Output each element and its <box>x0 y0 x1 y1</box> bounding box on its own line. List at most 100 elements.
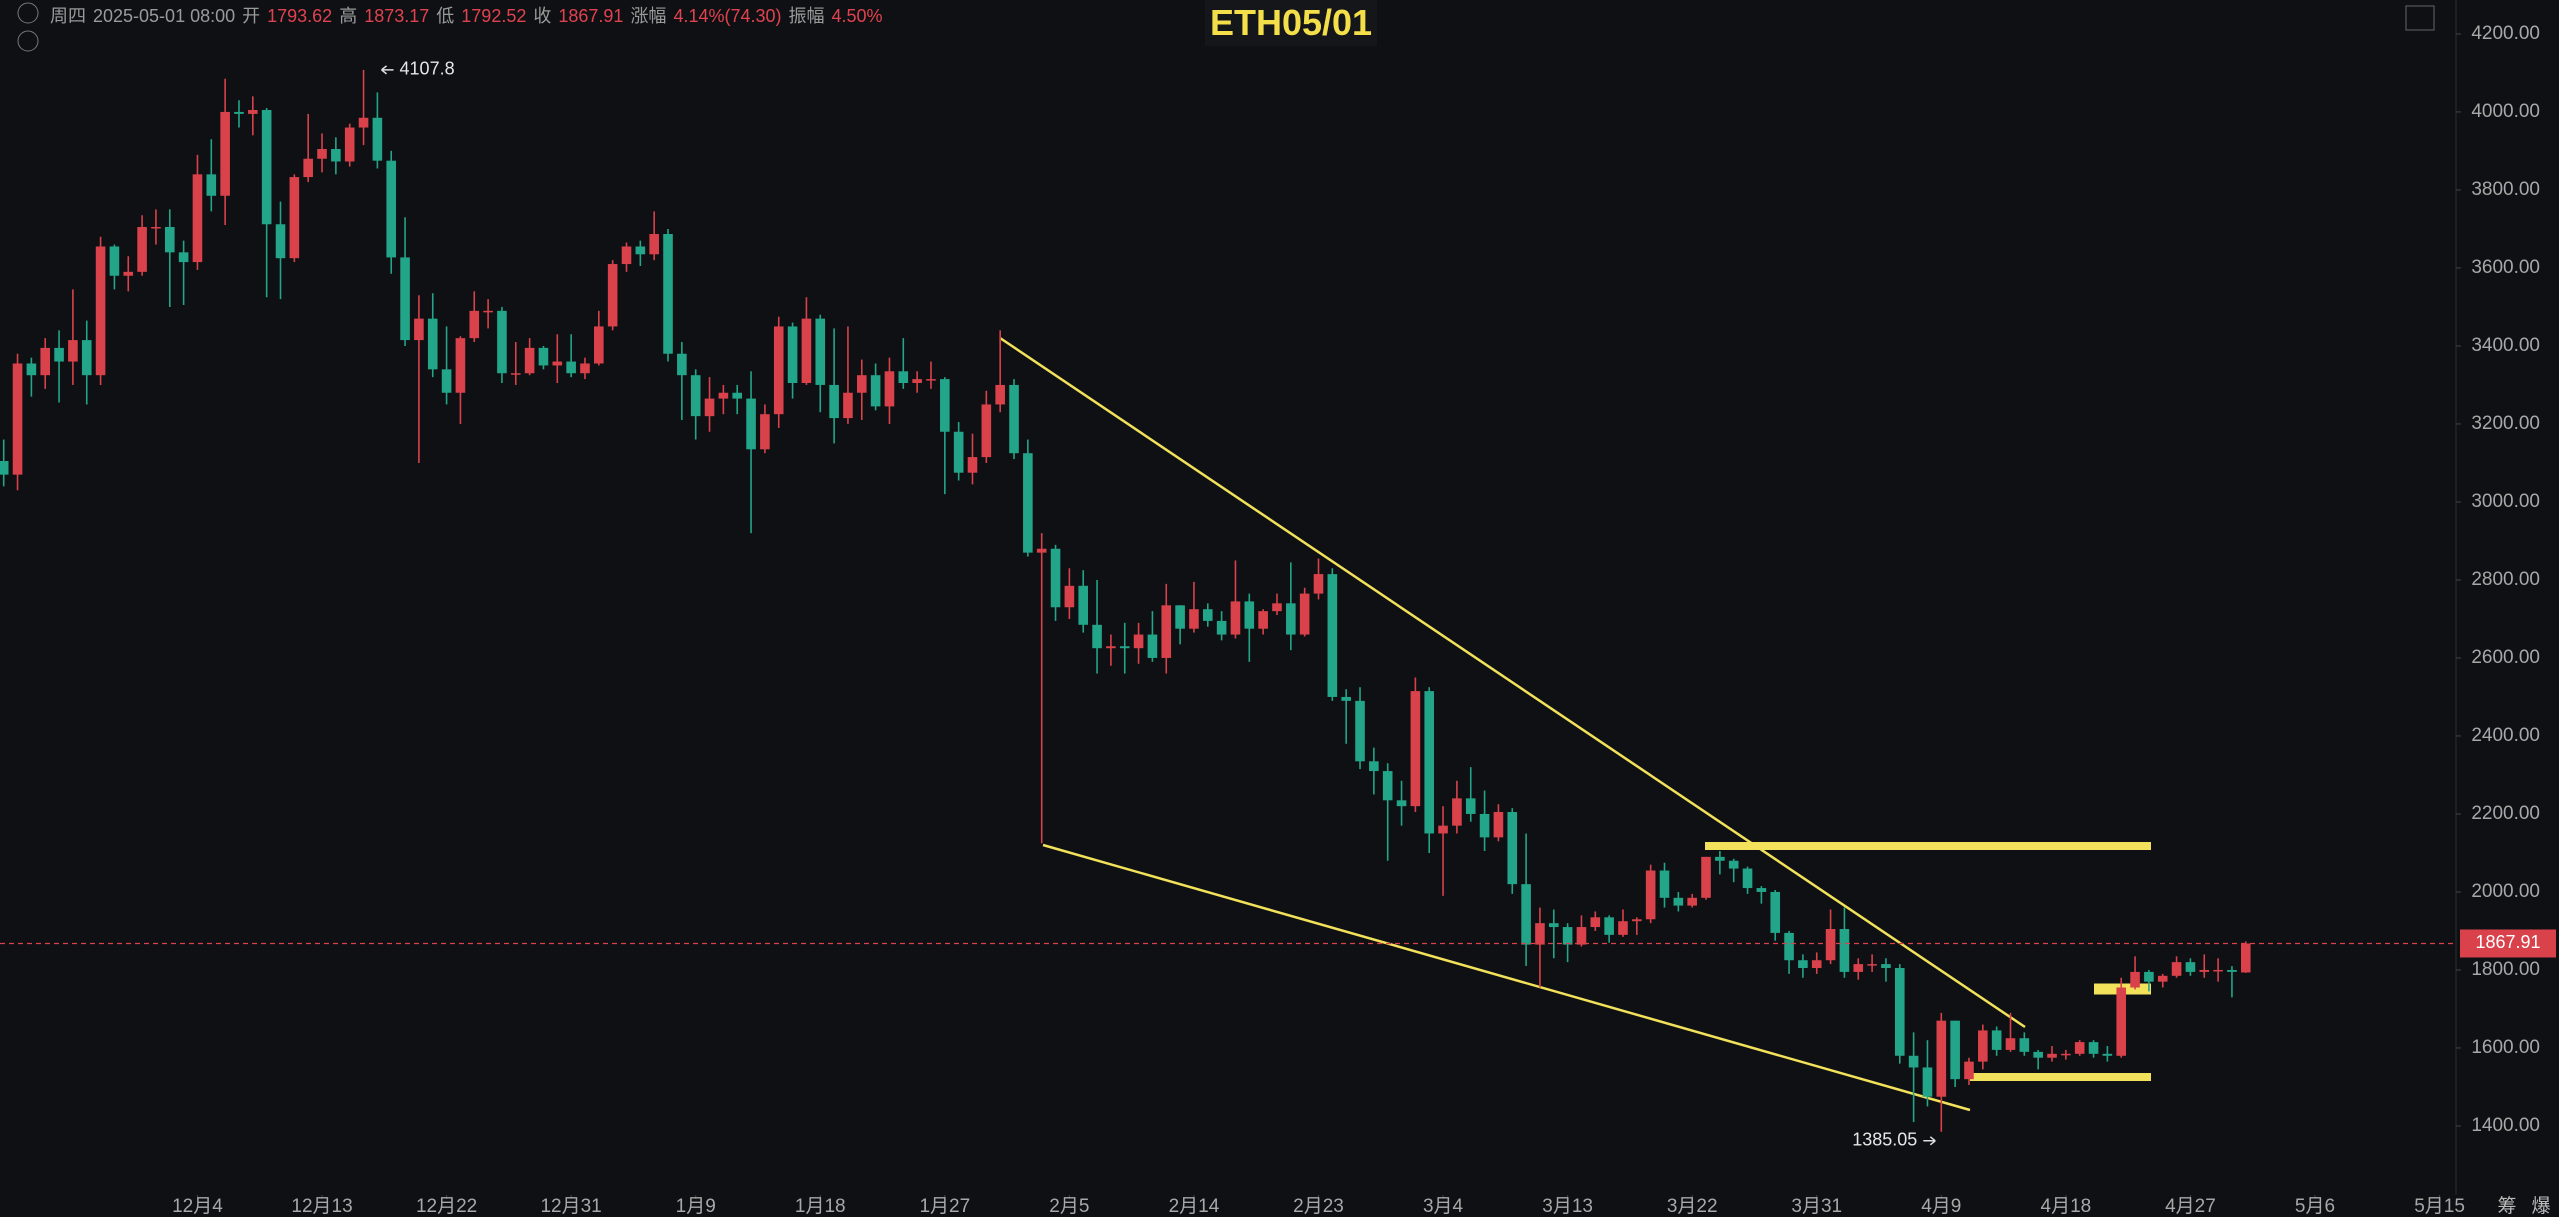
candle-body <box>12 363 23 475</box>
candle-body <box>1770 891 1781 933</box>
candle-body <box>427 318 438 370</box>
candle-body <box>1922 1067 1933 1097</box>
x-tick-label: 2月14 <box>1169 1196 1220 1217</box>
candle-body <box>1355 700 1365 762</box>
candle-body <box>940 379 950 432</box>
candle-body <box>123 271 134 276</box>
change-value: 4.14%(74.30) <box>673 6 782 26</box>
candle-body <box>760 414 770 450</box>
candle-body <box>1673 897 1684 906</box>
label: 开 <box>242 6 261 26</box>
candle-body <box>677 353 687 376</box>
x-tick-label: 4月9 <box>1921 1196 1961 1217</box>
candle-body <box>1009 384 1019 454</box>
collapse-icon[interactable] <box>17 2 39 24</box>
candle-body <box>1424 691 1435 834</box>
candle-body <box>1867 964 1877 966</box>
label: 振幅 <box>788 6 825 26</box>
candle-body <box>1521 884 1531 945</box>
candle-body <box>926 379 936 381</box>
label: 涨幅 <box>630 6 667 26</box>
y-tick-label: 4200.00 <box>2471 23 2540 44</box>
candle-body <box>303 158 313 178</box>
label: 收 <box>533 6 552 26</box>
x-tick-label: 1月27 <box>919 1196 970 1217</box>
candle-body <box>2019 1038 2030 1052</box>
screen-icon[interactable] <box>2405 5 2435 31</box>
candle-body <box>510 373 521 375</box>
settings-icon[interactable] <box>17 30 39 52</box>
candle-body <box>1535 923 1545 945</box>
candle-body <box>1189 609 1199 629</box>
y-tick-label: 2200.00 <box>2471 803 2540 824</box>
candle-body <box>870 375 881 407</box>
candle-body <box>2074 1042 2085 1054</box>
candle-body <box>1811 960 1822 969</box>
low-annotation: 1385.05 <box>1852 1130 1917 1150</box>
candle-body <box>801 318 812 383</box>
candle-body <box>704 398 715 417</box>
candle-body <box>787 326 798 383</box>
candle-body <box>2213 969 2223 972</box>
candle-body <box>1119 646 1130 649</box>
candle-body <box>2227 969 2237 972</box>
candle-body <box>649 234 659 255</box>
candle-body <box>912 379 922 383</box>
candle-body <box>358 117 369 128</box>
x-tick-label: 3月22 <box>1667 1196 1718 1217</box>
candle-body <box>1687 897 1697 906</box>
candle-body <box>1562 927 1573 945</box>
toolbar-button[interactable]: 筹 <box>2497 1195 2516 1217</box>
candle-body <box>1327 574 1338 697</box>
x-tick-label: 3月13 <box>1542 1196 1593 1217</box>
y-tick-label: 3600.00 <box>2471 257 2540 278</box>
candle-body <box>1023 453 1033 553</box>
y-tick-label: 4000.00 <box>2471 101 2540 122</box>
y-tick-label: 2600.00 <box>2471 647 2540 668</box>
candle-body <box>538 347 549 366</box>
candle-body <box>1106 646 1116 649</box>
candle-body <box>1839 929 1850 972</box>
candle-body <box>1908 1055 1919 1068</box>
candle-body <box>151 226 161 229</box>
candle-body <box>1286 603 1296 635</box>
candle-body <box>1493 812 1504 838</box>
candle-body <box>1604 917 1614 935</box>
candle-body <box>1036 548 1047 553</box>
low-value: 1792.52 <box>461 6 527 26</box>
candle-body <box>331 148 341 162</box>
candle-body <box>2005 1038 2016 1050</box>
candle-body <box>1410 691 1421 807</box>
candle-body <box>1465 798 1476 814</box>
candle-body <box>898 371 909 383</box>
candle-body <box>1064 585 1075 608</box>
candle-body <box>1825 929 1836 961</box>
candle-body <box>1244 601 1255 629</box>
candle-body <box>1369 761 1379 772</box>
candle-body <box>483 310 493 313</box>
chart-title: ETH05/01 <box>1205 0 1377 46</box>
candle-body <box>469 310 480 339</box>
candle-body <box>594 326 604 364</box>
candle-body <box>580 363 590 374</box>
candle-body <box>234 111 244 114</box>
candle-body <box>1092 624 1102 649</box>
candle-body <box>953 431 964 473</box>
candle-body <box>1590 917 1601 928</box>
candle-body <box>663 234 673 354</box>
y-tick-label: 1600.00 <box>2471 1037 2540 1058</box>
toolbar-button[interactable]: 爆 <box>2531 1195 2550 1217</box>
candle-body <box>220 111 230 196</box>
candle-body <box>1659 870 1670 898</box>
candle-body <box>1078 585 1089 625</box>
candle-body <box>414 318 424 341</box>
close-value: 1867.91 <box>558 6 624 26</box>
weekday: 周四 <box>50 6 86 26</box>
candle-body <box>2157 975 2168 982</box>
y-tick-label: 3400.00 <box>2471 335 2540 356</box>
x-tick-label: 5月15 <box>2414 1196 2465 1217</box>
y-tick-label: 3200.00 <box>2471 413 2540 434</box>
candle-body <box>192 174 203 263</box>
candle-body <box>54 347 64 362</box>
candle-body <box>1715 856 1725 861</box>
